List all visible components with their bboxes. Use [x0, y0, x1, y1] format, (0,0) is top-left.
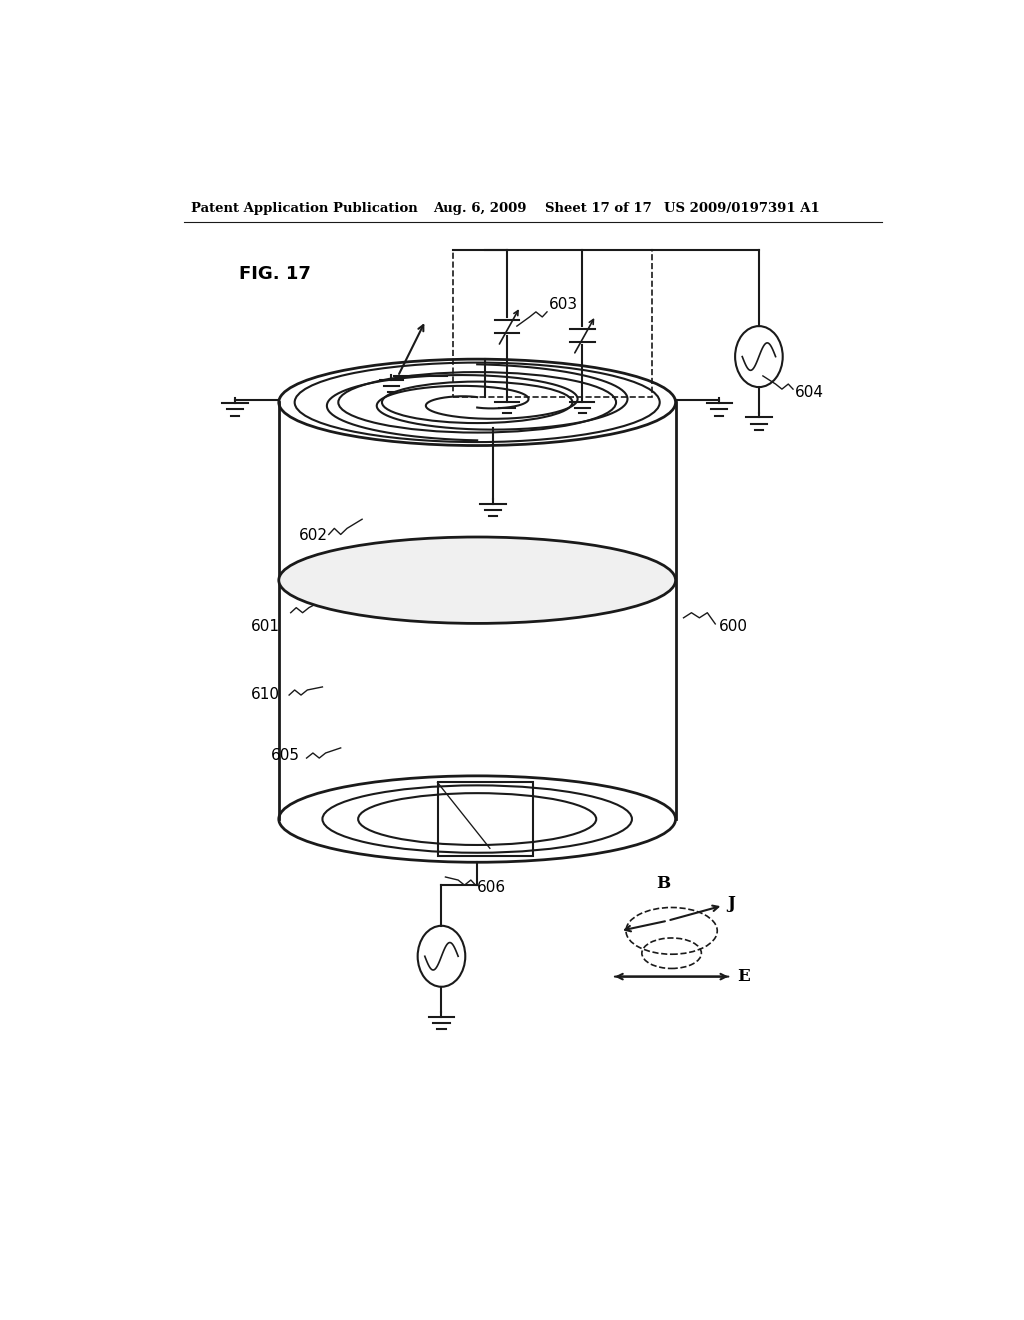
Text: Patent Application Publication: Patent Application Publication — [191, 202, 418, 215]
Bar — [437, 783, 532, 855]
Bar — [454, 249, 651, 397]
Text: Sheet 17 of 17: Sheet 17 of 17 — [545, 202, 651, 215]
Text: Aug. 6, 2009: Aug. 6, 2009 — [433, 202, 527, 215]
Text: FIG. 17: FIG. 17 — [240, 265, 311, 282]
Text: US 2009/0197391 A1: US 2009/0197391 A1 — [664, 202, 819, 215]
Text: 604: 604 — [795, 385, 823, 400]
Text: 601: 601 — [251, 619, 280, 634]
Text: 600: 600 — [719, 619, 749, 634]
Text: E: E — [736, 968, 750, 985]
Text: 603: 603 — [549, 297, 578, 312]
Text: 602: 602 — [299, 528, 328, 543]
Text: 610: 610 — [251, 688, 280, 702]
Text: 606: 606 — [477, 880, 506, 895]
Text: J: J — [727, 895, 735, 912]
Ellipse shape — [279, 537, 676, 623]
Text: 605: 605 — [270, 748, 300, 763]
Text: B: B — [656, 875, 671, 891]
